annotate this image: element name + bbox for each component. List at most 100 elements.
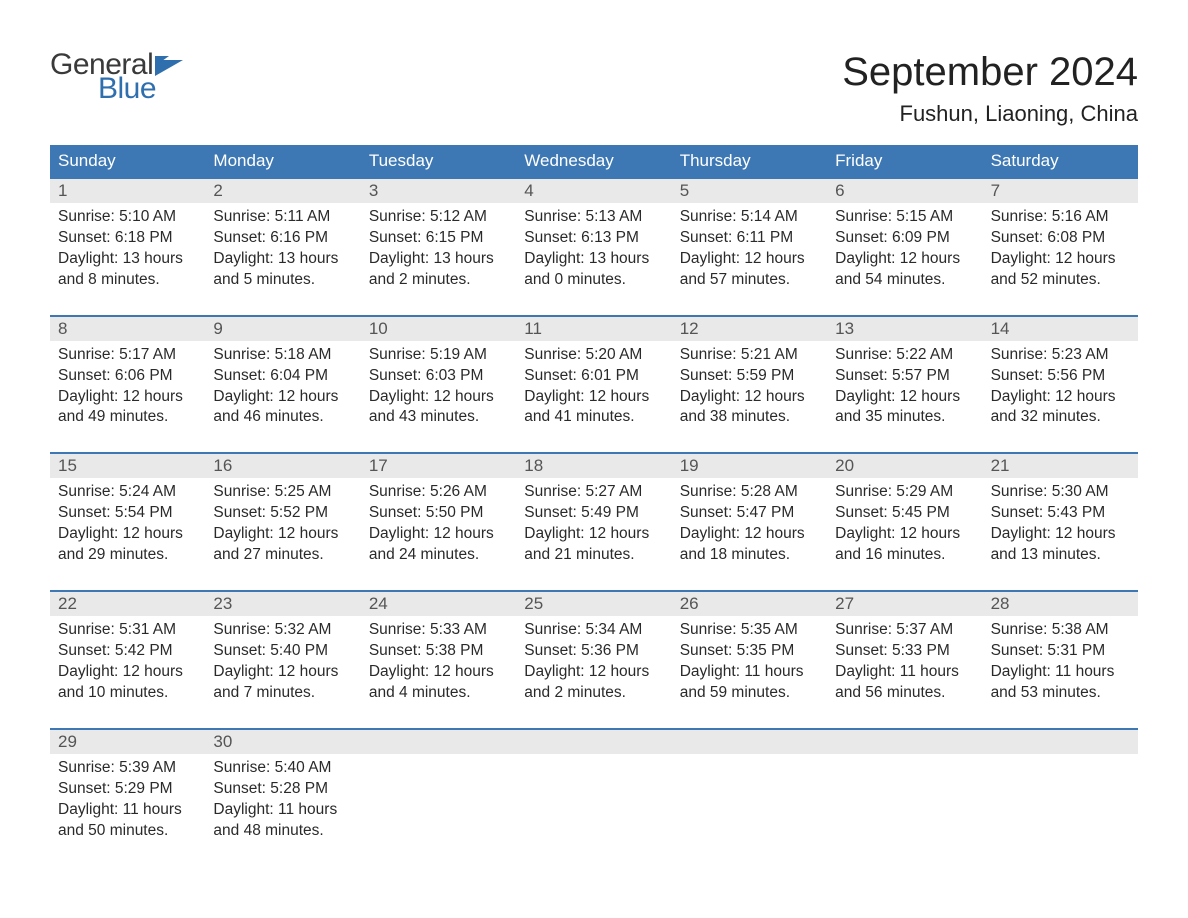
day-day1: Daylight: 13 hours [524,249,663,270]
day-cell: Sunrise: 5:37 AMSunset: 5:33 PMDaylight:… [827,616,982,704]
day-number [672,730,827,754]
day-sunset: Sunset: 6:16 PM [213,228,352,249]
day-number: 29 [50,730,205,754]
day-sunset: Sunset: 6:18 PM [58,228,197,249]
day-sunset: Sunset: 6:08 PM [991,228,1130,249]
day-sunrise: Sunrise: 5:19 AM [369,345,508,366]
day-number: 11 [516,317,671,341]
day-sunset: Sunset: 5:50 PM [369,503,508,524]
week-row: 22232425262728Sunrise: 5:31 AMSunset: 5:… [50,590,1138,704]
day-day1: Daylight: 12 hours [835,387,974,408]
day-day2: and 32 minutes. [991,407,1130,428]
day-number: 30 [205,730,360,754]
day-day2: and 59 minutes. [680,683,819,704]
weekday-sat: Saturday [983,145,1138,177]
day-number: 10 [361,317,516,341]
day-sunrise: Sunrise: 5:35 AM [680,620,819,641]
day-day1: Daylight: 13 hours [213,249,352,270]
day-sunset: Sunset: 5:47 PM [680,503,819,524]
day-day2: and 7 minutes. [213,683,352,704]
day-day2: and 49 minutes. [58,407,197,428]
day-number: 3 [361,179,516,203]
day-sunrise: Sunrise: 5:12 AM [369,207,508,228]
day-sunset: Sunset: 5:36 PM [524,641,663,662]
day-day2: and 43 minutes. [369,407,508,428]
day-cell: Sunrise: 5:26 AMSunset: 5:50 PMDaylight:… [361,478,516,566]
week-row: 15161718192021Sunrise: 5:24 AMSunset: 5:… [50,452,1138,566]
day-day1: Daylight: 12 hours [58,524,197,545]
day-cell [361,754,516,842]
day-number: 4 [516,179,671,203]
day-number: 9 [205,317,360,341]
day-sunrise: Sunrise: 5:13 AM [524,207,663,228]
day-day1: Daylight: 12 hours [58,662,197,683]
day-day2: and 4 minutes. [369,683,508,704]
day-day2: and 50 minutes. [58,821,197,842]
day-sunset: Sunset: 5:40 PM [213,641,352,662]
day-sunset: Sunset: 6:11 PM [680,228,819,249]
day-cell: Sunrise: 5:33 AMSunset: 5:38 PMDaylight:… [361,616,516,704]
day-day1: Daylight: 12 hours [680,387,819,408]
day-day2: and 2 minutes. [369,270,508,291]
day-day1: Daylight: 11 hours [835,662,974,683]
day-day1: Daylight: 12 hours [835,524,974,545]
day-number [516,730,671,754]
daynum-strip: 22232425262728 [50,592,1138,616]
day-day2: and 35 minutes. [835,407,974,428]
month-title: September 2024 [842,50,1138,95]
day-day1: Daylight: 12 hours [991,524,1130,545]
day-day2: and 8 minutes. [58,270,197,291]
day-number: 26 [672,592,827,616]
day-day2: and 29 minutes. [58,545,197,566]
day-number [361,730,516,754]
day-day2: and 24 minutes. [369,545,508,566]
day-sunset: Sunset: 5:42 PM [58,641,197,662]
day-cell: Sunrise: 5:19 AMSunset: 6:03 PMDaylight:… [361,341,516,429]
day-day1: Daylight: 12 hours [369,524,508,545]
day-number: 20 [827,454,982,478]
day-day2: and 21 minutes. [524,545,663,566]
weekday-header-row: Sunday Monday Tuesday Wednesday Thursday… [50,145,1138,177]
day-sunrise: Sunrise: 5:27 AM [524,482,663,503]
day-day2: and 13 minutes. [991,545,1130,566]
day-number [827,730,982,754]
day-sunrise: Sunrise: 5:24 AM [58,482,197,503]
day-cell [516,754,671,842]
day-number: 5 [672,179,827,203]
day-sunrise: Sunrise: 5:16 AM [991,207,1130,228]
day-cell: Sunrise: 5:10 AMSunset: 6:18 PMDaylight:… [50,203,205,291]
day-cell: Sunrise: 5:15 AMSunset: 6:09 PMDaylight:… [827,203,982,291]
day-day1: Daylight: 12 hours [680,524,819,545]
day-day2: and 46 minutes. [213,407,352,428]
day-sunrise: Sunrise: 5:32 AM [213,620,352,641]
weekday-mon: Monday [205,145,360,177]
logo: General Blue [50,50,183,104]
day-number: 16 [205,454,360,478]
day-day1: Daylight: 11 hours [58,800,197,821]
day-day2: and 52 minutes. [991,270,1130,291]
day-day2: and 38 minutes. [680,407,819,428]
day-cell: Sunrise: 5:23 AMSunset: 5:56 PMDaylight:… [983,341,1138,429]
day-sunset: Sunset: 5:59 PM [680,366,819,387]
day-sunset: Sunset: 5:45 PM [835,503,974,524]
day-sunset: Sunset: 6:01 PM [524,366,663,387]
weekday-thu: Thursday [672,145,827,177]
day-sunrise: Sunrise: 5:39 AM [58,758,197,779]
day-cell: Sunrise: 5:40 AMSunset: 5:28 PMDaylight:… [205,754,360,842]
day-number: 21 [983,454,1138,478]
weekday-sun: Sunday [50,145,205,177]
day-number: 1 [50,179,205,203]
day-number: 2 [205,179,360,203]
day-sunrise: Sunrise: 5:31 AM [58,620,197,641]
day-number: 7 [983,179,1138,203]
day-sunset: Sunset: 5:56 PM [991,366,1130,387]
day-sunset: Sunset: 6:06 PM [58,366,197,387]
daynum-strip: 891011121314 [50,317,1138,341]
day-number: 18 [516,454,671,478]
day-sunrise: Sunrise: 5:10 AM [58,207,197,228]
day-sunrise: Sunrise: 5:11 AM [213,207,352,228]
day-cell: Sunrise: 5:38 AMSunset: 5:31 PMDaylight:… [983,616,1138,704]
calendar: Sunday Monday Tuesday Wednesday Thursday… [50,145,1138,841]
logo-text-blue: Blue [98,74,183,104]
day-number: 14 [983,317,1138,341]
